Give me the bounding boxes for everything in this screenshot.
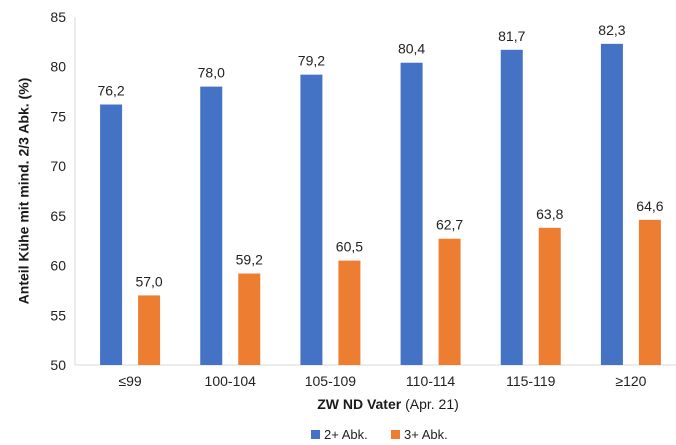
data-label-series-2: 59,2 xyxy=(236,252,263,268)
data-label-series-2: 62,7 xyxy=(436,217,463,233)
x-tick-labels: ≤99 100-104 105-109 110-114 115-119 ≥120 xyxy=(118,373,646,389)
bar-series-2 xyxy=(338,260,361,365)
bar-series-1 xyxy=(600,43,623,366)
bar-series-1 xyxy=(500,49,523,365)
legend-label-series-1: 2+ Abk. xyxy=(324,427,368,442)
x-axis-title: ZW ND Vater (Apr. 21) xyxy=(317,396,459,412)
data-label-series-2: 64,6 xyxy=(636,198,663,214)
x-tick-label: ≤99 xyxy=(118,373,141,389)
x-tick-label: 110-114 xyxy=(406,373,456,389)
y-tick-label: 85 xyxy=(50,9,66,25)
bar-series-2 xyxy=(238,273,261,365)
data-label-series-1: 79,2 xyxy=(298,53,325,69)
data-label-series-2: 63,8 xyxy=(536,206,563,222)
x-axis-title-suffix: (Apr. 21) xyxy=(401,396,459,412)
x-axis-title-main: ZW ND Vater xyxy=(317,396,402,412)
bar-series-2 xyxy=(538,227,561,365)
x-tick-label: 115-119 xyxy=(506,373,556,389)
bars: 76,2 57,0 78,0 59,2 79,2 60,5 80,4 62,7 81,7 63,8… xyxy=(97,22,664,366)
data-label-series-2: 60,5 xyxy=(336,239,363,255)
bar-series-1 xyxy=(400,62,423,365)
bar-series-2 xyxy=(138,295,161,365)
bar-series-1 xyxy=(100,104,123,366)
bar-series-1 xyxy=(200,86,223,365)
y-tick-labels: 50 55 60 65 70 75 80 85 xyxy=(50,9,66,373)
data-label-series-1: 82,3 xyxy=(598,22,625,38)
data-label-series-1: 81,7 xyxy=(498,28,525,44)
legend: 2+ Abk. 3+ Abk. xyxy=(311,427,448,442)
x-tick-label: 100-104 xyxy=(205,373,257,389)
y-tick-label: 75 xyxy=(50,108,66,124)
y-axis-title: Anteil Kühe mit mind. 2/3 Abk. (%) xyxy=(16,78,32,305)
y-tick-label: 65 xyxy=(50,208,66,224)
data-label-series-1: 80,4 xyxy=(398,41,425,57)
legend-label-series-2: 3+ Abk. xyxy=(404,427,448,442)
y-tick-label: 60 xyxy=(50,258,66,274)
bar-series-1 xyxy=(300,74,323,365)
y-tick-label: 70 xyxy=(50,158,66,174)
data-label-series-1: 76,2 xyxy=(97,82,124,98)
bar-series-2 xyxy=(438,238,461,365)
y-tick-label: 55 xyxy=(50,307,66,323)
y-tick-label: 50 xyxy=(50,357,66,373)
legend-swatch-series-2 xyxy=(391,430,400,439)
legend-swatch-series-1 xyxy=(311,430,320,439)
x-tick-label: 105-109 xyxy=(305,373,357,389)
bar-series-2 xyxy=(638,219,661,365)
data-label-series-1: 78,0 xyxy=(198,65,225,81)
y-tick-label: 80 xyxy=(50,59,66,75)
x-tick-label: ≥120 xyxy=(615,373,646,389)
data-label-series-2: 57,0 xyxy=(135,273,162,289)
